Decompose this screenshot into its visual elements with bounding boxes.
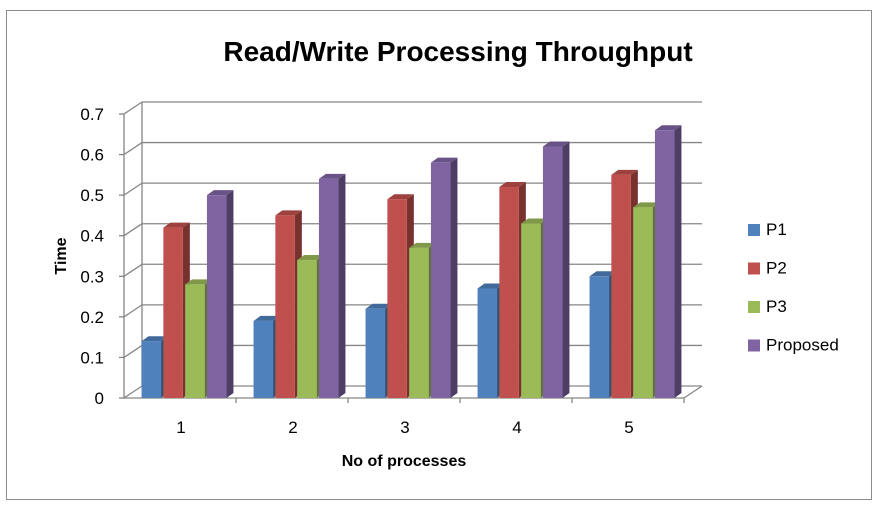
bar-top (589, 271, 617, 277)
gridline-side (123, 142, 143, 156)
y-tick-label: 0.2 (80, 308, 104, 327)
bar-side (450, 157, 458, 398)
y-tick-label: 0.4 (80, 227, 104, 246)
legend: P1 P2 P3 Proposed (748, 220, 839, 355)
y-axis-title: Time (53, 237, 70, 274)
bar-front (365, 308, 386, 398)
bar-top (633, 202, 660, 208)
legend-label: P1 (766, 220, 787, 239)
legend-label: P3 (766, 297, 787, 316)
bar-front (589, 276, 610, 398)
bar-top (163, 222, 190, 228)
gridline-side (123, 304, 143, 318)
legend-item-p2: P2 (748, 259, 787, 278)
bar-top (365, 303, 393, 309)
floor-right-edge (683, 385, 703, 399)
bar-front (297, 260, 317, 398)
bar-top (297, 255, 324, 261)
legend-item-p3: P3 (748, 297, 787, 316)
bar-top (409, 242, 436, 248)
x-tick-label: 4 (512, 418, 521, 437)
bar-proposed-5 (654, 125, 682, 398)
chart-title: Read/Write Processing Throughput (223, 36, 692, 67)
gridline-side (123, 344, 143, 358)
y-tick-label: 0.1 (80, 348, 104, 367)
y-tick-label: 0.7 (80, 105, 104, 124)
bar-proposed-4 (542, 141, 570, 398)
y-tick-labels: 0 0.1 0.2 0.3 0.4 0.5 0.6 0.7 (80, 105, 104, 408)
bar-proposed-3 (430, 157, 458, 398)
x-tick-labels: 1 2 3 4 5 (176, 418, 633, 437)
bar-front (141, 341, 162, 398)
x-tick-label: 2 (288, 418, 297, 437)
bar-proposed-1 (206, 190, 234, 398)
bar-top (206, 190, 234, 196)
bar-front (163, 227, 183, 398)
bar-top (611, 169, 638, 175)
legend-swatch (748, 224, 760, 236)
gridline-side (123, 385, 143, 399)
x-tick-label: 1 (176, 418, 185, 437)
bar-front (206, 195, 227, 398)
bar-front (633, 207, 653, 398)
bar-top (521, 218, 548, 224)
bar-front (253, 320, 274, 398)
bar-front (430, 162, 451, 398)
bar-side (226, 190, 234, 398)
legend-swatch (748, 262, 760, 275)
y-tick-label: 0.3 (80, 267, 104, 286)
bar-side (674, 125, 682, 398)
bar-front (654, 130, 675, 398)
bar-top (185, 279, 212, 285)
legend-swatch (748, 339, 760, 352)
bar-front (499, 187, 519, 398)
bars (141, 125, 682, 398)
y-tick-label: 0.6 (80, 146, 104, 165)
gridline-side (123, 182, 143, 196)
bar-front (387, 199, 407, 398)
bar-proposed-2 (318, 173, 346, 398)
bar-p2-1 (163, 222, 190, 398)
gridline-side (123, 223, 143, 237)
bar-top (477, 283, 505, 289)
legend-label: Proposed (766, 336, 839, 355)
x-tick-label: 5 (624, 418, 633, 437)
bar-top (542, 141, 570, 147)
legend-swatch (748, 301, 760, 313)
bar-front (275, 215, 295, 398)
bar-front (542, 146, 563, 398)
legend-item-p1: P1 (748, 220, 787, 239)
x-tick-label: 3 (400, 418, 409, 437)
bar-side (338, 173, 346, 398)
legend-item-proposed: Proposed (748, 336, 839, 355)
bar-top (253, 315, 281, 321)
gridline-side (123, 263, 143, 277)
bar-side (562, 141, 570, 398)
legend-label: P2 (766, 259, 787, 278)
bar-top (141, 336, 169, 342)
bar-top (499, 182, 526, 188)
bar-front (521, 223, 541, 398)
bar-front (477, 288, 498, 398)
bar-top (654, 125, 682, 131)
y-tick-label: 0.5 (80, 186, 104, 205)
bar-top (387, 194, 414, 200)
y-tick-label: 0 (95, 389, 104, 408)
bar-top (275, 210, 302, 216)
bar-front (611, 174, 631, 398)
bar-front (185, 284, 205, 398)
bar-front (318, 178, 339, 398)
bar-front (409, 247, 429, 398)
x-axis-title: No of processes (342, 453, 467, 470)
gridline-side (123, 101, 143, 115)
bar-top (318, 173, 346, 179)
bar-top (430, 157, 458, 163)
